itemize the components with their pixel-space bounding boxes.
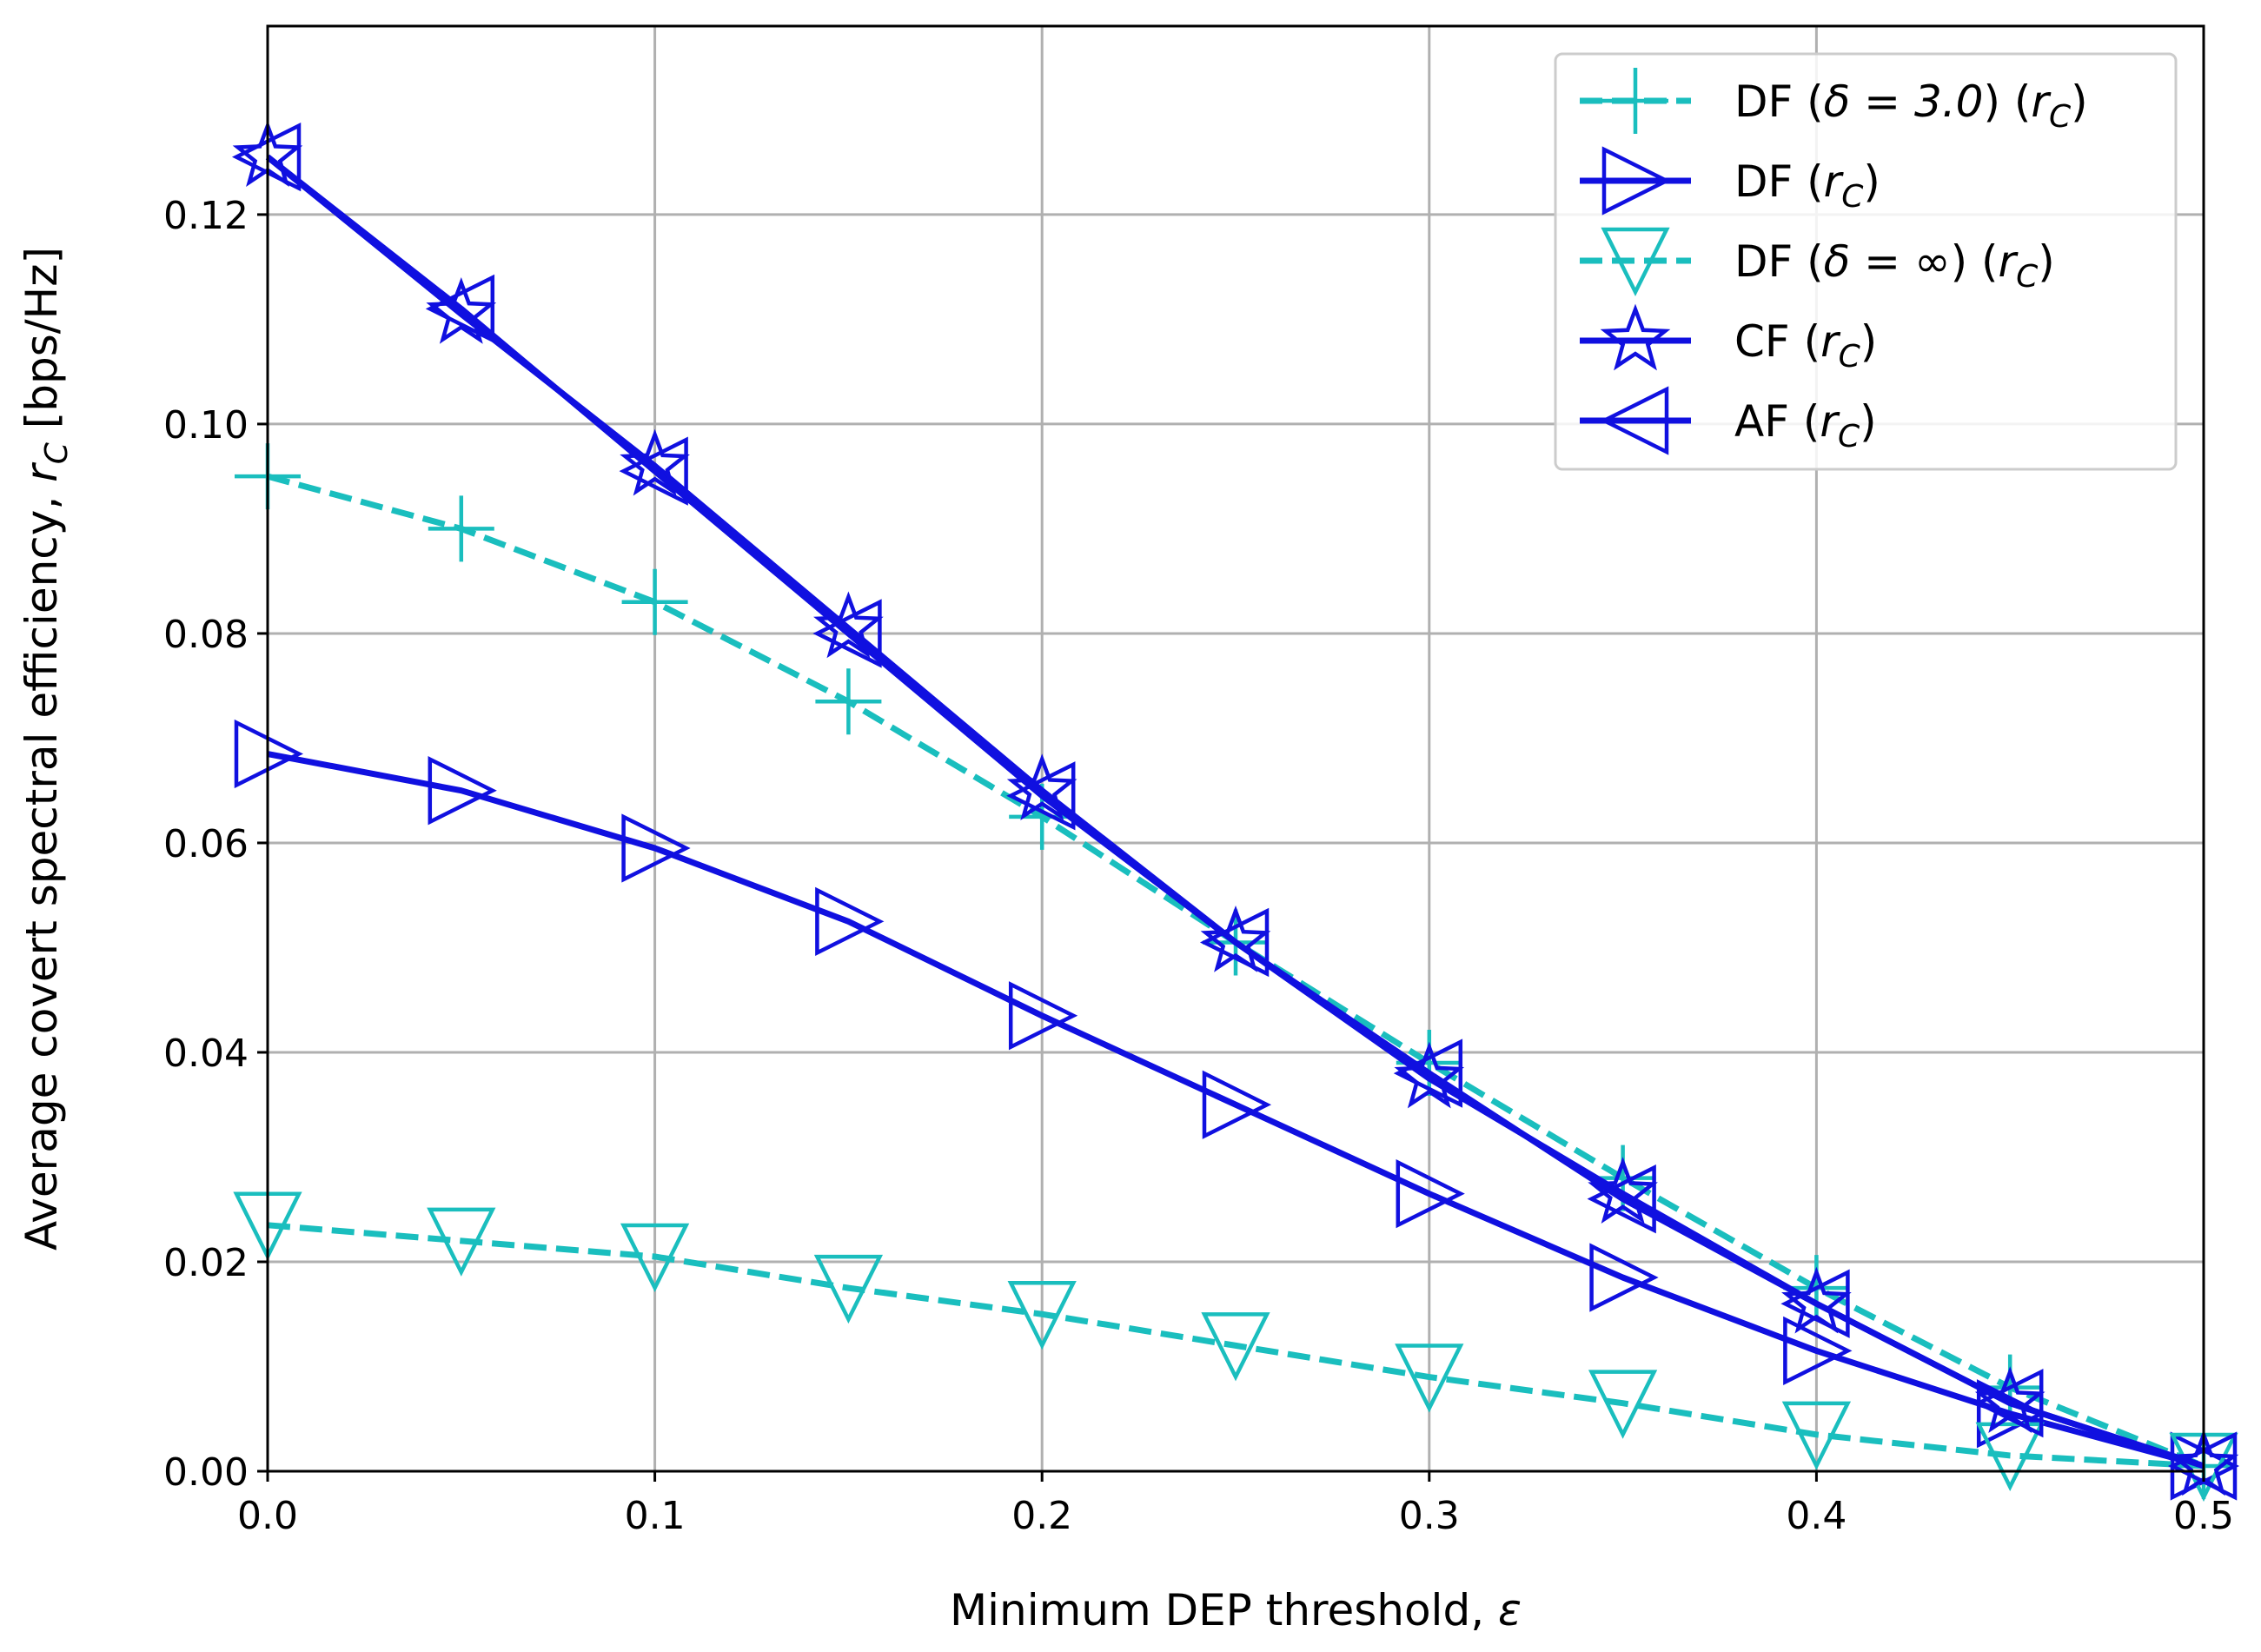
data-point xyxy=(1783,1316,1853,1386)
data-point xyxy=(1780,1269,1850,1338)
data-point xyxy=(1396,1159,1465,1229)
y-tick-label: 0.10 xyxy=(163,403,249,448)
y-axis-label: Average covert spectral efficiency, rC [… xyxy=(17,247,75,1251)
data-point xyxy=(427,1207,496,1277)
x-tick-label: 0.0 xyxy=(237,1494,298,1538)
data-point xyxy=(1200,906,1271,972)
legend-label: AF (rC) xyxy=(1734,396,1877,454)
legend-marker xyxy=(1601,146,1672,216)
y-tick-label: 0.06 xyxy=(163,822,249,866)
series-line xyxy=(267,1222,2205,1470)
legend-label: DF (δ = 3.0) (rC) xyxy=(1734,76,2088,135)
data-point xyxy=(1976,1379,2046,1449)
data-point xyxy=(1589,1243,1659,1312)
data-point xyxy=(621,568,688,635)
legend-label: DF (δ = ∞) (rC) xyxy=(1734,236,2055,295)
data-point xyxy=(428,756,497,826)
series-3 xyxy=(233,1191,2238,1503)
legend-marker xyxy=(1601,227,1670,297)
legend-entry: DF (δ = 3.0) (rC) xyxy=(1580,68,2088,135)
data-point xyxy=(1974,1369,2044,1438)
y-tick-label: 0.08 xyxy=(163,613,249,657)
x-tick-label: 0.2 xyxy=(1011,1494,1072,1538)
data-point xyxy=(1202,1070,1272,1139)
data-point xyxy=(1199,907,1270,978)
legend: DF (δ = 3.0) (rC)DF (rC)DF (δ = ∞) (rC)C… xyxy=(1554,52,2178,471)
data-point xyxy=(620,1223,690,1292)
axis-ticks: 0.0 0.1 0.2 0.3 0.4 0.5 0.00 0.02 0.04 0.06 0.08 0.… xyxy=(163,194,2234,1538)
series-layer xyxy=(231,120,2240,1503)
y-tick-label: 0.04 xyxy=(163,1032,249,1076)
data-point xyxy=(428,495,494,562)
data-point xyxy=(815,668,882,735)
legend-box xyxy=(1554,52,2178,471)
data-point xyxy=(1201,1312,1270,1382)
legend-marker xyxy=(1599,386,1669,455)
data-point xyxy=(1006,761,1076,831)
x-tick-label: 0.5 xyxy=(2173,1494,2234,1538)
legend-entry: DF (δ = ∞) (rC) xyxy=(1580,227,2055,297)
legend-entry: AF (rC) xyxy=(1580,386,1877,455)
series-line xyxy=(267,751,2205,1470)
data-point xyxy=(1008,981,1078,1051)
data-point xyxy=(621,813,691,883)
y-tick-label: 0.00 xyxy=(163,1450,249,1495)
x-axis-label: Minimum DEP threshold, ε xyxy=(950,1585,1522,1635)
data-point xyxy=(812,599,882,668)
data-point xyxy=(1781,1401,1852,1470)
data-point xyxy=(1395,1343,1464,1413)
legend-entry: CF (rC) xyxy=(1580,303,1877,375)
y-tick-label: 0.12 xyxy=(163,194,249,238)
legend-marker xyxy=(1602,68,1668,134)
plot-frame xyxy=(266,24,2205,1473)
data-point xyxy=(425,274,495,344)
data-point xyxy=(1975,1422,2045,1491)
series-1 xyxy=(235,443,2237,1499)
x-tick-label: 0.3 xyxy=(1399,1494,1460,1538)
data-point xyxy=(1588,1370,1658,1439)
data-point xyxy=(619,436,688,506)
data-point xyxy=(815,886,885,956)
y-tick-label: 0.02 xyxy=(163,1241,249,1285)
data-point xyxy=(813,1254,884,1324)
series-line xyxy=(265,154,2205,1470)
data-point xyxy=(1393,1038,1463,1108)
legend-marker xyxy=(1600,303,1671,371)
x-tick-label: 0.1 xyxy=(625,1494,686,1538)
x-tick-label: 0.4 xyxy=(1786,1494,1847,1538)
data-point xyxy=(1587,1164,1656,1234)
data-point xyxy=(1007,1280,1077,1350)
legend-label: CF (rC) xyxy=(1734,316,1877,375)
